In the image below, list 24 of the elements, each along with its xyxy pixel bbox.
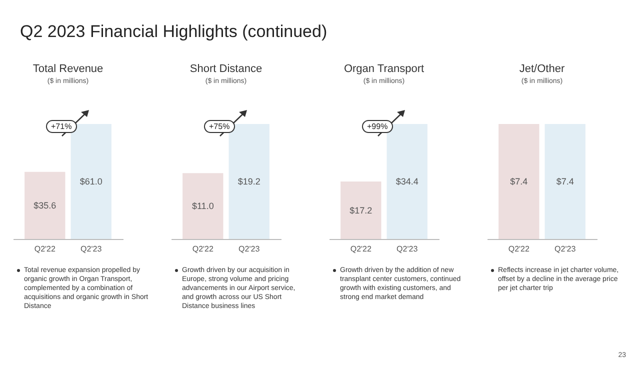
data-label: $17.2 <box>350 205 372 216</box>
label-outline: +71% <box>46 120 77 133</box>
data-label: $34.4 <box>396 176 418 186</box>
x-tick-label: Q2'22 <box>34 244 56 254</box>
x-tick-label: Q2'23 <box>80 244 102 254</box>
data-label: $19.2 <box>238 176 260 186</box>
chart-title: Short Distance <box>190 63 262 75</box>
data-label: $7.4 <box>510 176 528 186</box>
x-tick-label: Q2'23 <box>238 244 260 254</box>
x-tick-label: Q2'22 <box>508 244 530 254</box>
x-tick-label: Q2'22 <box>350 244 372 254</box>
chart-title: Total Revenue <box>32 63 104 75</box>
data-label: $11.0 <box>192 201 214 212</box>
text: Q2 2023 Financial Highlights (continued) <box>20 22 328 42</box>
x-tick-label: Q2'23 <box>554 244 576 254</box>
label-outline: +75% <box>204 120 235 133</box>
data-label: $7.4 <box>556 176 574 186</box>
x-tick-label: Q2'22 <box>192 244 214 254</box>
x-tick-label: Q2'23 <box>396 244 418 254</box>
chart-title: Organ Transport <box>344 63 424 75</box>
label-outline: +99% <box>362 120 393 133</box>
chart-title: Jet/Other <box>519 63 565 75</box>
data-label: $35.6 <box>34 200 56 210</box>
data-label: $61.0 <box>80 176 102 186</box>
